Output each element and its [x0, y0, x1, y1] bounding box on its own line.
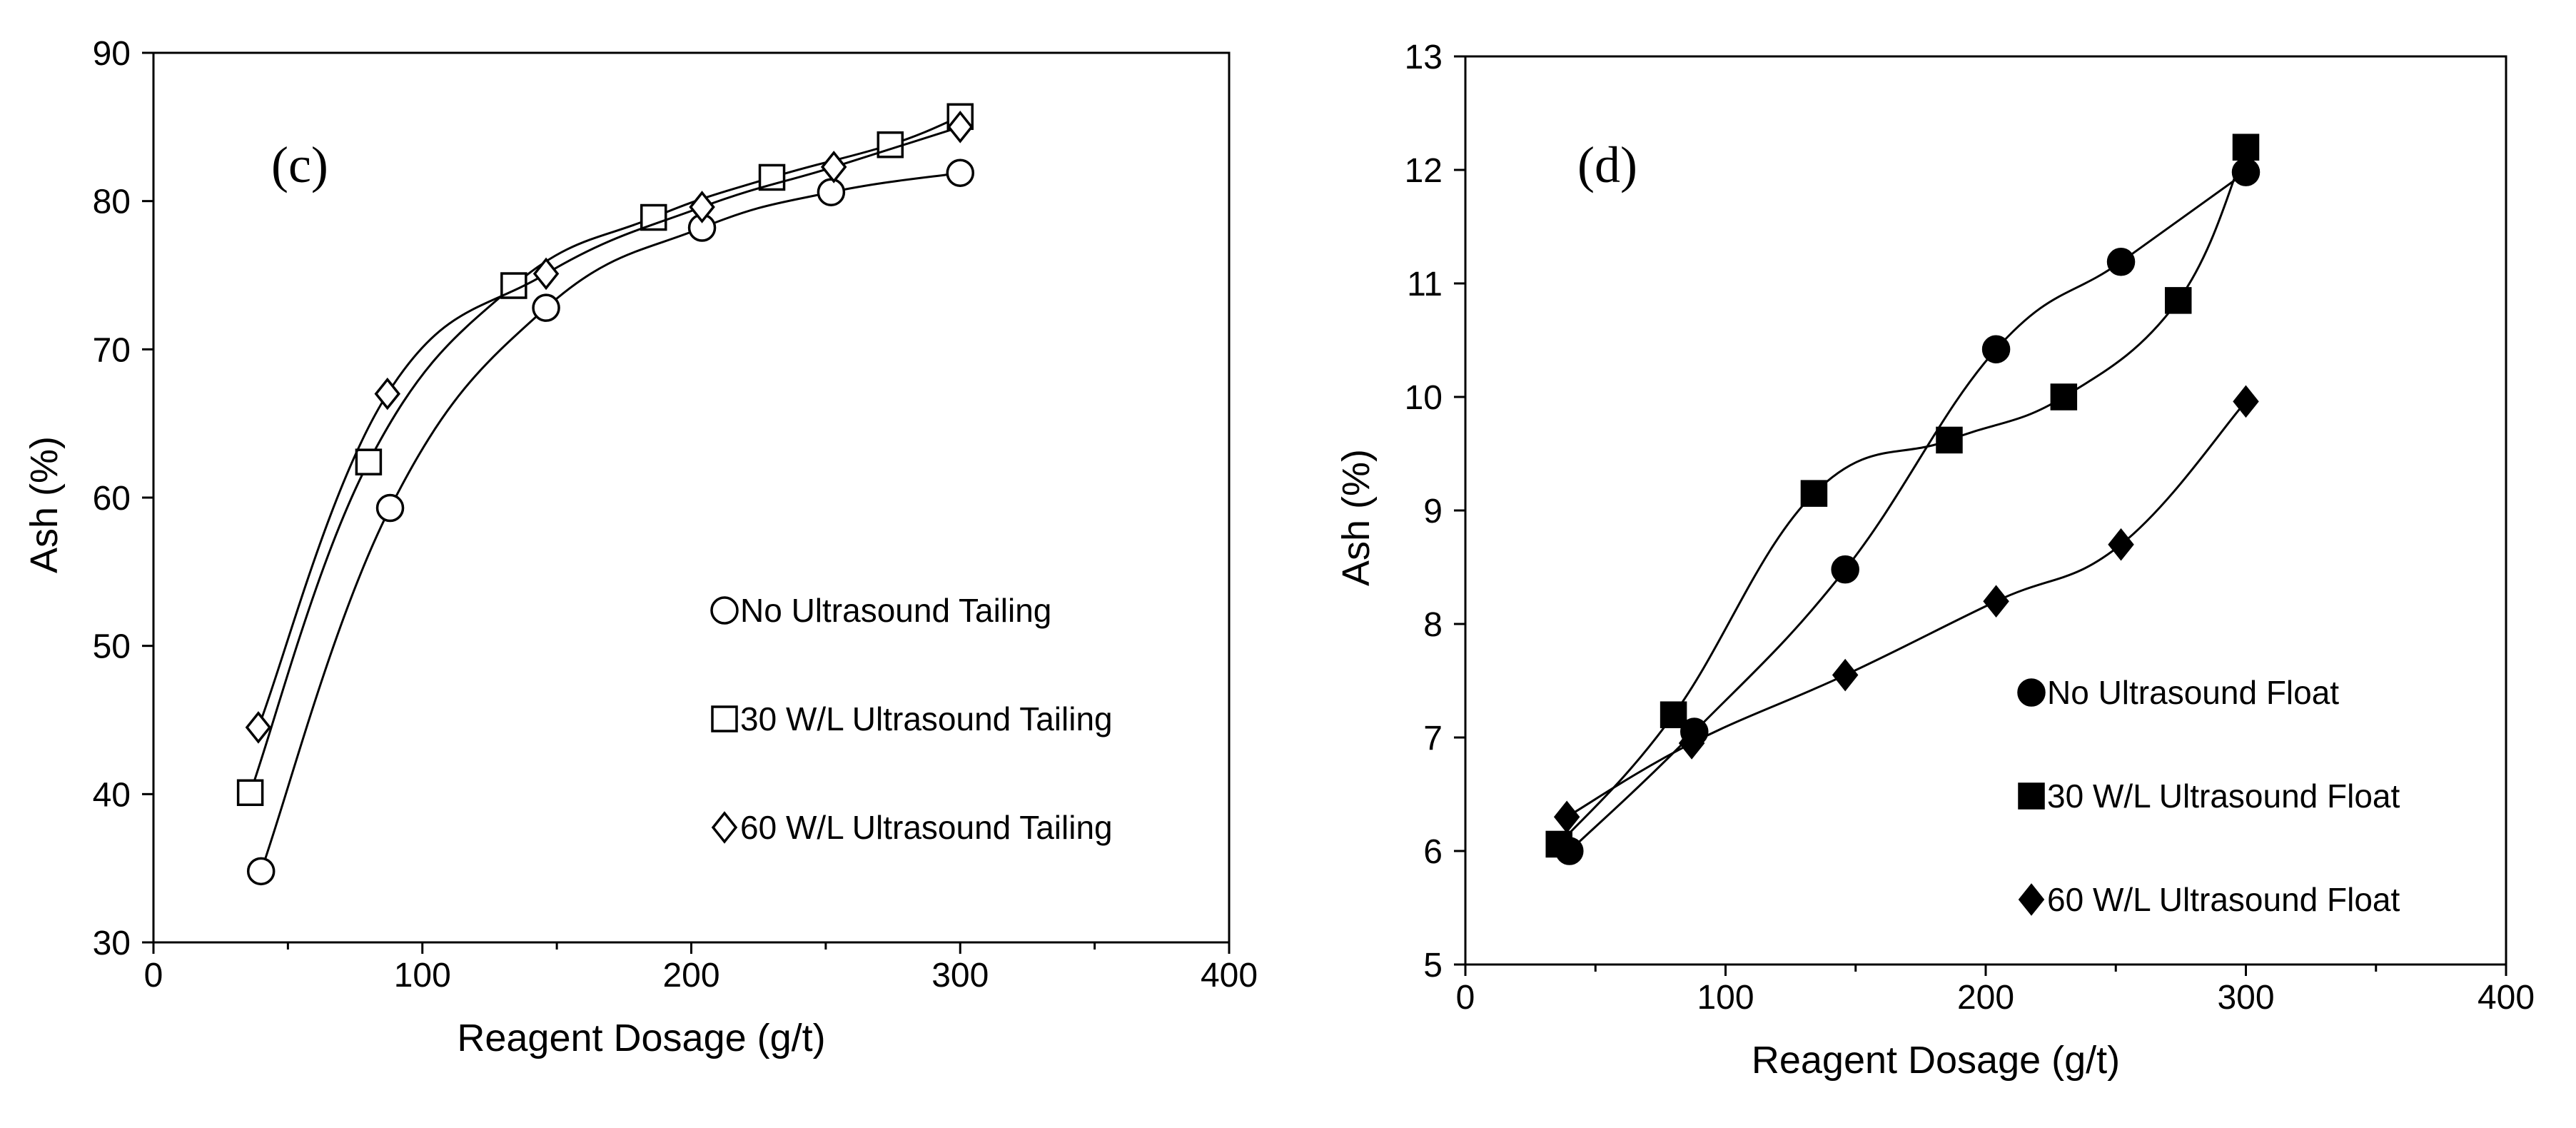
- data-point: [2050, 383, 2078, 411]
- legend-marker: [2017, 678, 2046, 707]
- y-tick-label: 30: [93, 925, 131, 962]
- data-point: [236, 779, 264, 807]
- series-0: [246, 158, 974, 886]
- series-line: [1568, 171, 2247, 852]
- legend-marker: [711, 705, 738, 732]
- legend-entry-1: 30 W/L Ultrasound Float: [2018, 777, 2400, 815]
- chart-panel-1: 0 100 200 300 400 5 6 7 8 9 10 11 12 13 Reagent Dosage…: [1335, 39, 2535, 1082]
- data-point: [1553, 800, 1580, 834]
- data-point: [817, 178, 846, 206]
- legend-marker: [2018, 782, 2045, 810]
- legend-marker: [710, 596, 739, 625]
- series-2: [245, 111, 974, 744]
- data-point: [946, 158, 974, 187]
- series-line: [257, 126, 961, 728]
- data-point: [2106, 248, 2136, 276]
- legend-entry-2: 60 W/L Ultrasound Tailing: [711, 809, 1113, 846]
- x-tick-label: 0: [1456, 979, 1475, 1017]
- legend-label: No Ultrasound Float: [2047, 674, 2339, 711]
- data-point: [758, 163, 786, 191]
- data-point: [1545, 830, 1572, 858]
- data-point: [877, 131, 904, 158]
- data-point: [1831, 555, 1859, 584]
- data-point: [375, 493, 405, 523]
- x-tick-label: 400: [2477, 979, 2535, 1017]
- y-tick-label: 11: [1407, 266, 1443, 303]
- x-tick-label: 200: [662, 957, 719, 994]
- data-point: [532, 257, 560, 291]
- y-tick-label: 8: [1423, 606, 1443, 644]
- data-point: [947, 111, 974, 143]
- x-tick-label: 400: [1201, 957, 1258, 994]
- y-tick-label: 70: [93, 331, 131, 369]
- y-axis-label: Ash (%): [1335, 449, 1378, 586]
- x-tick-label: 300: [931, 957, 989, 994]
- legend-label: 30 W/L Ultrasound Float: [2047, 777, 2400, 815]
- legend-label: No Ultrasound Tailing: [740, 592, 1051, 629]
- data-point: [1981, 335, 2011, 363]
- data-point: [245, 711, 272, 744]
- data-point: [820, 151, 847, 183]
- y-tick-label: 13: [1405, 39, 1443, 76]
- series-line: [260, 171, 961, 872]
- data-point: [1832, 658, 1859, 692]
- x-axis-label: Reagent Dosage (g/t): [1752, 1039, 2120, 1082]
- x-tick-label: 200: [1957, 979, 2014, 1017]
- y-tick-label: 5: [1423, 947, 1443, 985]
- series-line: [1566, 401, 2247, 818]
- legend-label: 60 W/L Ultrasound Tailing: [740, 809, 1113, 846]
- series-line: [249, 115, 961, 793]
- y-tick-label: 12: [1405, 152, 1443, 190]
- x-tick-label: 100: [394, 957, 451, 994]
- legend-label: 30 W/L Ultrasound Tailing: [740, 700, 1113, 737]
- y-tick-label: 50: [93, 628, 131, 666]
- legend-entry-0: No Ultrasound Tailing: [710, 592, 1051, 629]
- y-axis-label: Ash (%): [23, 436, 66, 573]
- y-tick-label: 9: [1423, 493, 1443, 530]
- data-point: [640, 203, 667, 231]
- data-point: [246, 857, 276, 886]
- legend-label: 60 W/L Ultrasound Float: [2047, 881, 2400, 918]
- series-1: [236, 103, 974, 807]
- y-tick-label: 10: [1405, 379, 1443, 417]
- y-tick-label: 90: [93, 35, 131, 73]
- data-point: [532, 293, 560, 322]
- data-point: [2232, 134, 2260, 161]
- y-tick-label: 40: [93, 776, 131, 814]
- y-tick-label: 6: [1423, 833, 1443, 871]
- data-point: [1983, 585, 2009, 618]
- data-point: [689, 191, 715, 223]
- y-tick-label: 60: [93, 480, 131, 518]
- x-tick-label: 300: [2217, 979, 2274, 1017]
- legend-marker: [2018, 883, 2045, 916]
- series-1: [1545, 134, 2260, 858]
- legend-entry-0: No Ultrasound Float: [2017, 674, 2339, 711]
- data-point: [1800, 480, 1828, 507]
- series-2: [1553, 385, 2259, 834]
- data-point: [1660, 701, 1687, 728]
- y-tick-label: 80: [93, 183, 131, 221]
- legend-entry-2: 60 W/L Ultrasound Float: [2018, 881, 2400, 918]
- data-point: [374, 377, 401, 411]
- data-point: [355, 448, 383, 475]
- data-point: [1678, 727, 1705, 760]
- data-point: [2233, 385, 2259, 418]
- x-tick-label: 0: [144, 957, 163, 994]
- data-point: [2108, 528, 2134, 561]
- x-tick-label: 100: [1697, 979, 1754, 1017]
- legend-marker: [711, 811, 738, 844]
- y-tick-label: 7: [1423, 720, 1443, 757]
- panel-label: (d): [1577, 136, 1637, 193]
- data-point: [2164, 287, 2192, 314]
- legend-entry-1: 30 W/L Ultrasound Tailing: [711, 700, 1113, 737]
- panel-label: (c): [271, 136, 328, 193]
- x-axis-label: Reagent Dosage (g/t): [457, 1017, 825, 1059]
- data-point: [1936, 426, 1963, 454]
- series-line: [1558, 146, 2247, 845]
- chart-panel-0: 0 100 200 300 400 30 40 50 60 70 80 90 Reagent Dosag…: [23, 35, 1258, 1059]
